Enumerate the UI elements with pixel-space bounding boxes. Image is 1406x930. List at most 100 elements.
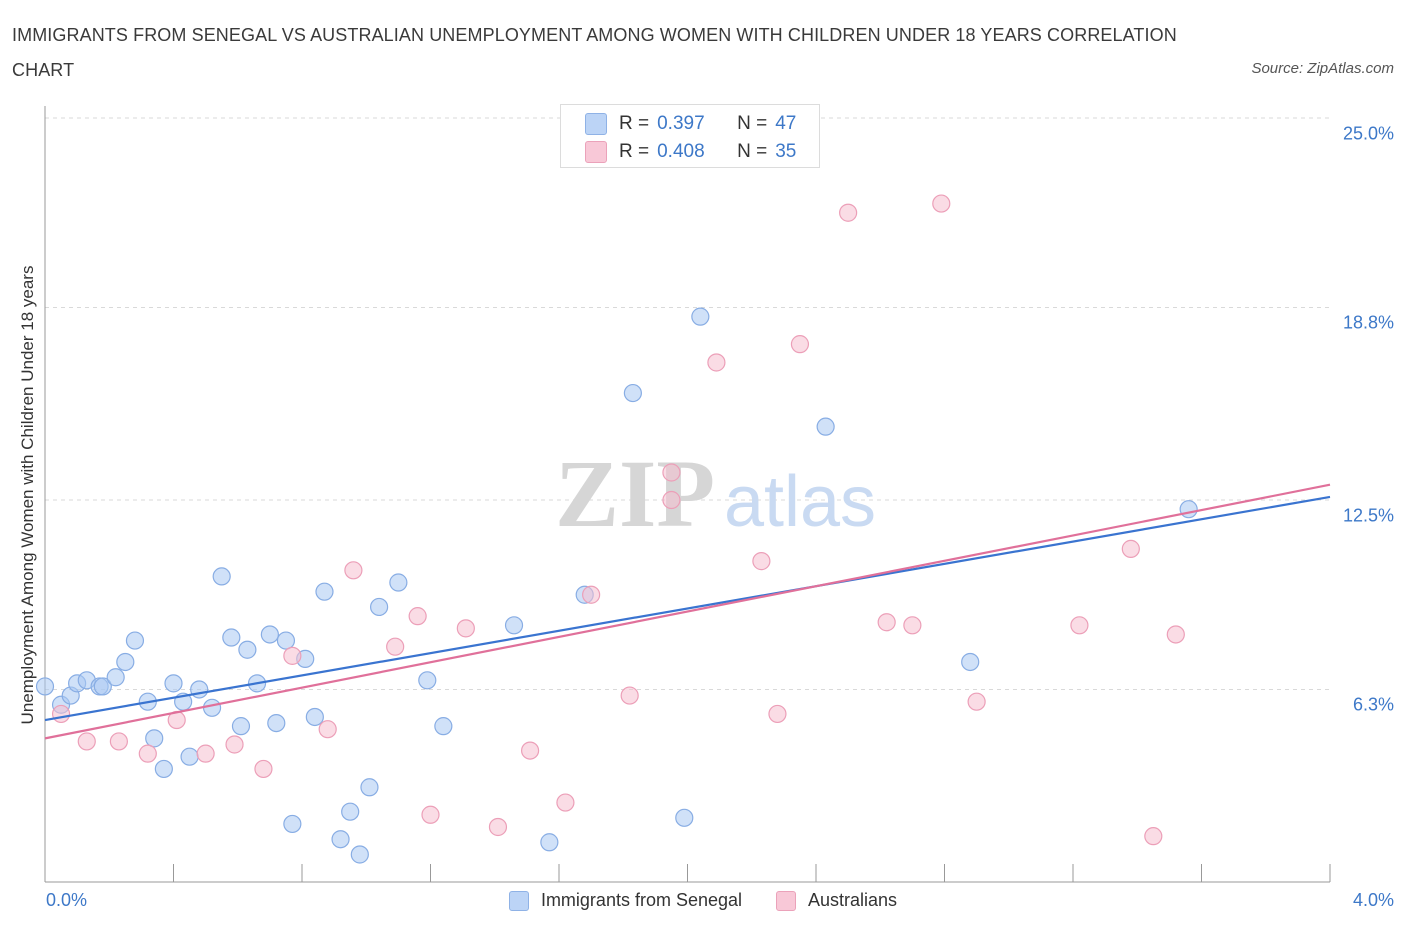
senegal-point xyxy=(691,307,710,326)
australians-point xyxy=(386,637,405,656)
senegal-point xyxy=(222,628,241,647)
senegal-point xyxy=(504,616,524,635)
australians-point xyxy=(51,704,71,724)
y-tick-label: 6.3% xyxy=(1352,694,1394,715)
australians-point xyxy=(421,805,440,824)
australians-point xyxy=(707,353,726,372)
legend-r-value-australians: 0.408 xyxy=(657,141,705,162)
senegal-point xyxy=(434,717,453,736)
australians-point xyxy=(77,732,96,751)
australians-point xyxy=(1144,827,1163,846)
legend-swatch-senegal xyxy=(585,113,607,135)
australians-point xyxy=(1166,625,1185,644)
senegal-point xyxy=(212,567,231,586)
australians-point xyxy=(877,613,896,632)
correlation-legend: R = 0.397 N = 47 R = 0.408 N = 35 xyxy=(560,104,820,168)
australians-point xyxy=(932,194,951,213)
australians-point xyxy=(488,817,508,837)
legend-r-value-senegal: 0.397 xyxy=(657,113,705,134)
senegal-point xyxy=(164,674,183,693)
australians-point xyxy=(408,607,427,626)
senegal-point xyxy=(341,802,360,821)
legend-label-senegal: Immigrants from Senegal xyxy=(540,890,743,910)
senegal-point xyxy=(276,631,296,650)
legend-row-australians: R = 0.408 N = 35 xyxy=(585,140,796,164)
x-tick-label-max: 4.0% xyxy=(1352,890,1394,910)
chart-source: Source: ZipAtlas.com xyxy=(1251,60,1394,77)
australians-point xyxy=(225,735,244,754)
senegal-point xyxy=(675,808,694,827)
legend-n-label: N = xyxy=(737,141,768,162)
senegal-point xyxy=(283,814,302,834)
australians-point xyxy=(582,585,601,604)
watermark-zip: ZIP xyxy=(555,440,715,547)
australians-point xyxy=(138,744,157,763)
senegal-point xyxy=(961,652,980,672)
senegal-point xyxy=(540,833,559,852)
y-tick-label: 12.5% xyxy=(1342,505,1394,526)
chart-title: IMMIGRANTS FROM SENEGAL VS AUSTRALIAN UN… xyxy=(12,25,1177,80)
senegal-point xyxy=(116,652,135,672)
australians-point xyxy=(839,203,858,222)
australians-point xyxy=(967,692,986,711)
senegal-point xyxy=(190,680,209,699)
y-tick-label: 18.8% xyxy=(1342,312,1394,333)
senegal-point xyxy=(315,582,334,601)
australians-point xyxy=(752,552,771,571)
australians-point xyxy=(456,619,475,638)
legend-n-value-australians: 35 xyxy=(775,141,797,162)
y-tick-label: 25.0% xyxy=(1342,123,1394,144)
legend-swatch-senegal xyxy=(508,890,529,911)
australians-point xyxy=(662,490,681,510)
senegal-point xyxy=(180,747,199,766)
legend-item-australians[interactable]: Australians xyxy=(776,890,897,911)
legend-r-label: R = xyxy=(619,113,650,134)
australians-point xyxy=(903,616,922,635)
legend-row-senegal: R = 0.397 N = 47 xyxy=(585,112,796,136)
senegal-point xyxy=(238,640,257,659)
senegal-trend-line xyxy=(44,495,1331,722)
legend-n-label: N = xyxy=(737,113,768,134)
senegal-point xyxy=(267,713,286,733)
senegal-point xyxy=(35,677,55,696)
senegal-point xyxy=(154,759,173,779)
series-legend: Immigrants from Senegal Australians xyxy=(0,890,1406,911)
senegal-point xyxy=(350,845,369,864)
senegal-point xyxy=(816,417,835,436)
australians-point xyxy=(1121,539,1140,558)
senegal-point xyxy=(106,668,125,687)
australians-point xyxy=(318,720,337,739)
australians-point xyxy=(196,744,215,763)
australians-point xyxy=(556,793,575,812)
senegal-point xyxy=(389,573,408,592)
legend-item-senegal[interactable]: Immigrants from Senegal xyxy=(508,890,743,911)
legend-swatch-australians xyxy=(776,890,797,911)
australians-point xyxy=(520,741,540,760)
australians-point xyxy=(254,759,273,779)
senegal-point xyxy=(331,830,350,849)
senegal-point xyxy=(305,707,324,727)
senegal-point xyxy=(360,778,379,797)
senegal-point xyxy=(231,717,251,736)
senegal-point xyxy=(623,383,642,403)
legend-n-value-senegal: 47 xyxy=(775,113,797,134)
legend-label-australians: Australians xyxy=(808,890,898,910)
legend-swatch-australians xyxy=(585,141,607,163)
senegal-point xyxy=(125,631,145,650)
australians-point xyxy=(662,463,681,482)
australians-trend-line xyxy=(44,483,1331,740)
australians-point xyxy=(620,686,639,705)
senegal-point xyxy=(260,625,279,644)
senegal-point xyxy=(1179,500,1198,519)
x-tick-label-min: 0.0% xyxy=(46,890,88,910)
watermark-atlas: atlas xyxy=(724,462,876,542)
senegal-point xyxy=(145,729,164,748)
australians-point xyxy=(790,335,810,354)
senegal-point xyxy=(418,671,437,690)
legend-r-label: R = xyxy=(619,141,650,162)
senegal-point xyxy=(370,597,389,617)
australians-point xyxy=(768,704,787,724)
australians-point xyxy=(109,732,128,751)
senegal-point xyxy=(202,698,222,717)
